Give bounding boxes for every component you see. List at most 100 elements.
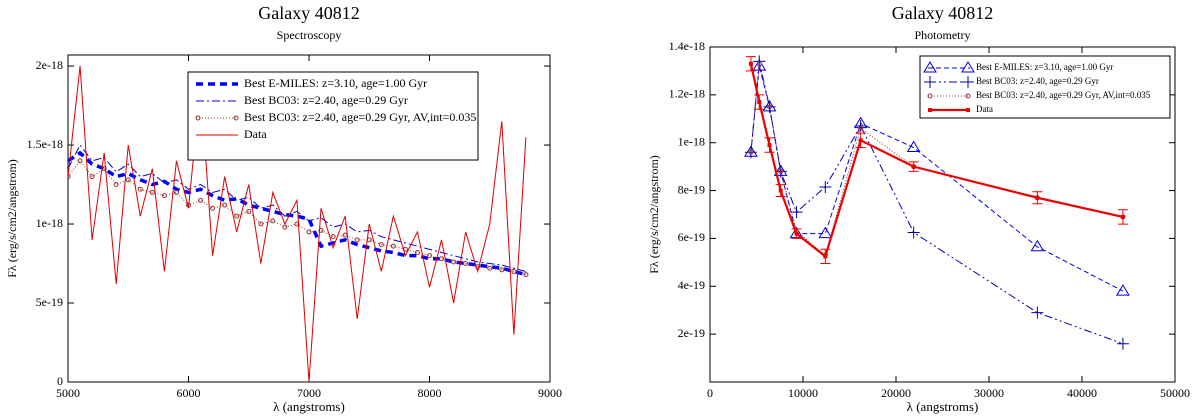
plot-frame [709, 46, 1176, 383]
marker [819, 180, 832, 193]
marker [233, 115, 239, 121]
marker [928, 108, 932, 112]
marker [270, 218, 276, 224]
y-tick-label: 6e-19 [678, 230, 705, 244]
marker [1116, 284, 1130, 296]
legend-label: Best E-MILES: z=3.10, age=1.00 Gyr [244, 76, 427, 90]
marker [818, 226, 833, 239]
marker [354, 237, 360, 243]
marker [68, 174, 71, 180]
series-line [68, 150, 527, 277]
marker [89, 174, 95, 180]
marker [767, 104, 773, 110]
legend-label: Data [244, 127, 267, 141]
marker [961, 61, 975, 73]
marker [511, 268, 517, 274]
y-tick-label: 1.2e-18 [669, 87, 705, 101]
marker [427, 253, 432, 259]
marker [77, 158, 83, 164]
chart-title: Galaxy 40812 [892, 3, 993, 23]
legend-label: Best E-MILES: z=3.10, age=1.00 Gyr [976, 62, 1113, 72]
x-tick-label: 10000 [788, 386, 818, 400]
error-bar [908, 161, 919, 172]
x-tick-label: 50000 [1160, 386, 1190, 400]
marker [499, 267, 505, 273]
marker [966, 108, 970, 112]
series-line [68, 144, 527, 272]
x-tick-label: 30000 [974, 386, 1004, 400]
marker [778, 168, 784, 174]
marker [748, 149, 754, 155]
marker [149, 189, 155, 195]
marker [234, 213, 240, 219]
y-axis-label: Fλ (erg/s/cm2/angstrom) [647, 155, 661, 274]
marker [487, 265, 493, 271]
marker [198, 197, 204, 203]
legend-label: Best BC03: z=2.40, age=0.29 Gyr, AV,int=… [244, 110, 476, 124]
error-bar [1032, 191, 1043, 205]
x-axis-label: λ (angstroms) [273, 399, 345, 414]
marker [439, 256, 445, 262]
marker [330, 234, 336, 240]
marker [1030, 239, 1045, 252]
marker [222, 202, 228, 208]
y-tick-label: 2e-19 [678, 326, 705, 340]
y-axis-label: Fλ (erg/s/cm2/angstrom) [5, 159, 19, 278]
error-bar [775, 184, 786, 198]
marker [756, 61, 762, 67]
legend-label: Best BC03: z=2.40, age=0.29 Gyr [976, 76, 1099, 86]
error-bar [791, 228, 802, 239]
y-tick-label: 8e-19 [678, 182, 705, 196]
y-tick-label: 1e-18 [678, 134, 705, 148]
marker [763, 100, 776, 113]
marker [173, 189, 179, 195]
marker [306, 229, 312, 235]
x-axis-label: λ (angstroms) [907, 399, 979, 414]
x-tick-label: 20000 [881, 386, 911, 400]
series-line [68, 66, 527, 382]
marker [414, 249, 420, 255]
y-tick-label: 0 [57, 374, 63, 388]
x-tick-label: 40000 [1067, 386, 1097, 400]
x-tick-label: 0 [707, 386, 713, 400]
chart-subtitle: Photometry [915, 28, 971, 42]
error-bar [754, 94, 765, 110]
error-bar [1117, 209, 1128, 225]
chart-title: Galaxy 40812 [258, 3, 359, 23]
marker [378, 242, 384, 248]
marker [752, 59, 767, 71]
series-line [749, 63, 1124, 259]
legend-label: Best BC03: z=2.40, age=0.29 Gyr, AV,int=… [976, 90, 1151, 100]
marker [1116, 337, 1129, 350]
marker [858, 125, 864, 131]
marker [195, 115, 201, 121]
marker [463, 261, 469, 267]
error-bar [745, 56, 756, 72]
marker [923, 61, 937, 73]
y-tick-label: 5e-19 [36, 295, 63, 309]
marker [246, 208, 252, 214]
marker [258, 221, 264, 227]
marker [210, 205, 216, 211]
x-tick-label: 7000 [297, 386, 321, 400]
marker [927, 93, 933, 99]
marker [790, 206, 803, 219]
marker [125, 177, 131, 183]
marker [161, 193, 167, 199]
error-bar [820, 248, 831, 265]
series-line [750, 66, 1124, 292]
error-bar [764, 137, 775, 153]
error-bar [855, 132, 866, 148]
legend-label: Data [976, 104, 993, 114]
x-tick-label: 8000 [418, 386, 442, 400]
y-tick-label: 2e-18 [36, 58, 63, 72]
legend-label: Best BC03: z=2.40, age=0.29 Gyr [244, 93, 408, 107]
marker [962, 76, 974, 88]
series-line [750, 61, 1124, 345]
marker [137, 186, 143, 192]
marker [907, 226, 920, 239]
y-tick-label: 1e-18 [36, 216, 63, 230]
x-tick-label: 5000 [56, 386, 80, 400]
x-tick-label: 9000 [538, 386, 562, 400]
plot-area [744, 55, 1130, 350]
